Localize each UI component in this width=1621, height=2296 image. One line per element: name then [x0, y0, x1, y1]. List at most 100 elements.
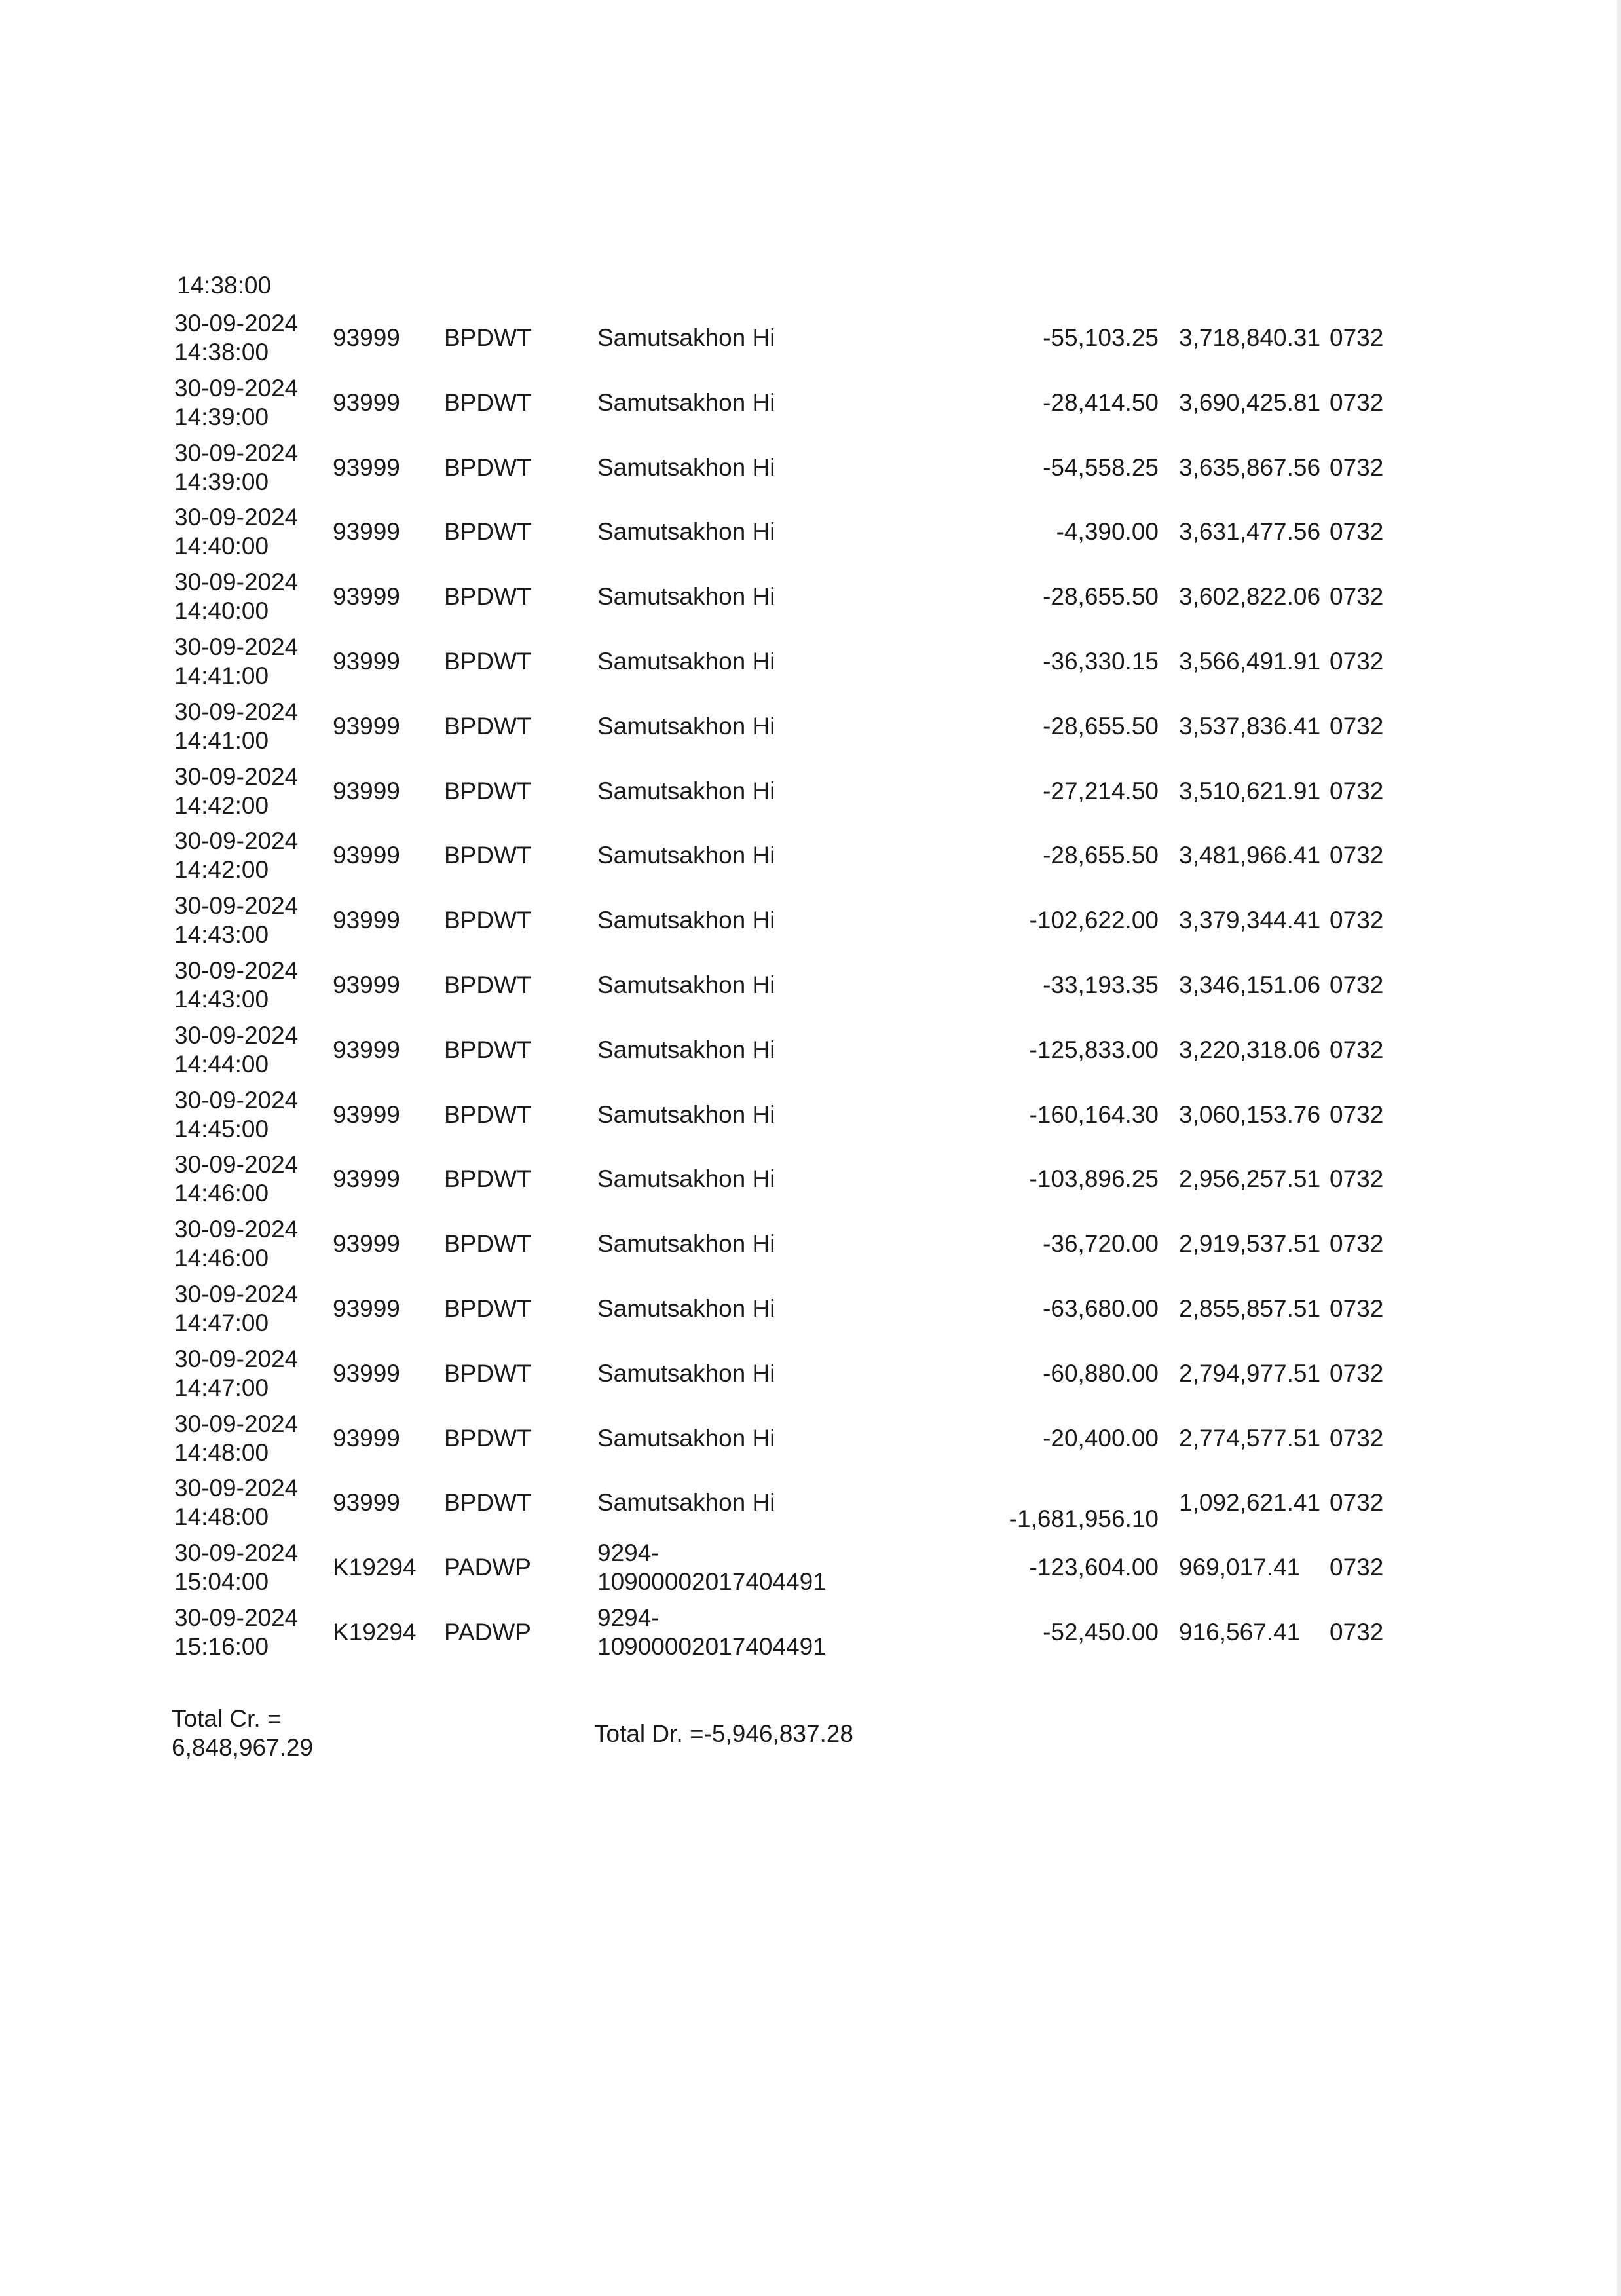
description-line: Samutsakhon Hi	[597, 1295, 775, 1322]
code-cell: 93999	[333, 971, 400, 998]
code-cell: 93999	[333, 712, 400, 740]
amount-cell: -28,655.50	[1043, 712, 1159, 740]
branch-cell: 0732	[1330, 777, 1384, 804]
date-time-cell: 30-09-2024 14:39:00	[174, 436, 298, 500]
balance-cell: 3,690,425.81	[1179, 388, 1321, 416]
branch-cell: 0732	[1330, 1554, 1384, 1581]
table-row: 30-09-2024 14:42:00 93999 BPDWT Samutsakhon …	[0, 759, 1621, 823]
date-time-cell: 30-09-2024 14:38:00	[174, 306, 298, 370]
table-row: 30-09-2024 14:43:00 93999 BPDWT Samutsakhon …	[0, 953, 1621, 1017]
page-edge	[1617, 0, 1621, 2296]
date: 30-09-2024	[174, 1539, 299, 1567]
date-time-cell: 30-09-2024 14:46:00	[174, 1212, 298, 1276]
time: 14:47:00	[174, 1374, 269, 1401]
code-cell: 93999	[333, 1489, 400, 1516]
description-line: Samutsakhon Hi	[597, 712, 775, 740]
description-cell: Samutsakhon Hi	[597, 888, 775, 952]
type-cell: BPDWT	[444, 453, 532, 481]
amount-cell: -54,558.25	[1043, 453, 1159, 481]
branch-cell: 0732	[1330, 388, 1384, 416]
description-cell: Samutsakhon Hi	[597, 565, 775, 629]
date-time-cell: 30-09-2024 14:46:00	[174, 1147, 298, 1211]
date: 30-09-2024	[174, 310, 299, 337]
date: 30-09-2024	[174, 827, 299, 855]
amount-cell: -33,193.35	[1043, 971, 1159, 998]
balance-cell: 2,794,977.51	[1179, 1359, 1321, 1387]
branch-cell: 0732	[1330, 1036, 1384, 1063]
date-time-cell: 30-09-2024 14:45:00	[174, 1083, 298, 1147]
description-line: 9294-	[597, 1604, 660, 1631]
date-time-cell: 30-09-2024 14:42:00	[174, 823, 298, 888]
branch-cell: 0732	[1330, 712, 1384, 740]
time: 14:40:00	[174, 533, 269, 560]
balance-cell: 3,346,151.06	[1179, 971, 1321, 998]
amount-cell: -102,622.00	[1029, 907, 1159, 934]
description-cell: Samutsakhon Hi	[597, 823, 775, 888]
code-cell: 93999	[333, 1424, 400, 1452]
table-row: 30-09-2024 14:38:00 93999 BPDWT Samutsakhon …	[0, 306, 1621, 370]
code-cell: 93999	[333, 453, 400, 481]
type-cell: BPDWT	[444, 648, 532, 675]
description-cell: Samutsakhon Hi	[597, 1406, 775, 1471]
date: 30-09-2024	[174, 1216, 299, 1243]
type-cell: BPDWT	[444, 1359, 532, 1387]
date-time-cell: 30-09-2024 14:41:00	[174, 630, 298, 694]
description-line: Samutsakhon Hi	[597, 324, 775, 351]
time: 14:43:00	[174, 986, 269, 1013]
date-time-cell: 30-09-2024 14:48:00	[174, 1471, 298, 1535]
branch-cell: 0732	[1330, 1230, 1384, 1258]
date-time-cell: 30-09-2024 14:40:00	[174, 565, 298, 629]
total-debit: Total Dr. =-5,946,837.28	[594, 1720, 853, 1747]
time: 14:38:00	[174, 339, 269, 366]
table-row: 30-09-2024 14:39:00 93999 BPDWT Samutsakhon …	[0, 371, 1621, 435]
type-cell: BPDWT	[444, 1230, 532, 1258]
time: 14:40:00	[174, 597, 269, 625]
type-cell: BPDWT	[444, 907, 532, 934]
time: 14:48:00	[174, 1439, 269, 1466]
balance-cell: 969,017.41	[1179, 1554, 1301, 1581]
date-time-cell: 30-09-2024 14:39:00	[174, 371, 298, 435]
branch-cell: 0732	[1330, 518, 1384, 546]
amount-cell: -123,604.00	[1029, 1554, 1159, 1581]
description-line: Samutsakhon Hi	[597, 1036, 775, 1063]
code-cell: 93999	[333, 1359, 400, 1387]
balance-cell: 2,956,257.51	[1179, 1165, 1321, 1193]
type-cell: PADWP	[444, 1619, 531, 1646]
table-row: 30-09-2024 14:39:00 93999 BPDWT Samutsakhon …	[0, 436, 1621, 500]
table-row: 30-09-2024 14:48:00 93999 BPDWT Samutsakhon …	[0, 1406, 1621, 1471]
description-cell: 9294- 10900002017404491	[597, 1535, 827, 1600]
description-cell: Samutsakhon Hi	[597, 1212, 775, 1276]
branch-cell: 0732	[1330, 453, 1384, 481]
carryover-time: 14:38:00	[177, 272, 272, 299]
amount-cell: -4,390.00	[1056, 518, 1159, 546]
time: 14:43:00	[174, 921, 269, 949]
date-time-cell: 30-09-2024 14:40:00	[174, 500, 298, 564]
date-time-cell: 30-09-2024 14:47:00	[174, 1342, 298, 1406]
description-cell: Samutsakhon Hi	[597, 694, 775, 759]
description-line: Samutsakhon Hi	[597, 777, 775, 804]
branch-cell: 0732	[1330, 583, 1384, 611]
balance-cell: 2,774,577.51	[1179, 1424, 1321, 1452]
table-row: 30-09-2024 14:43:00 93999 BPDWT Samutsakhon …	[0, 888, 1621, 952]
balance-cell: 2,919,537.51	[1179, 1230, 1321, 1258]
description-line: Samutsakhon Hi	[597, 842, 775, 869]
date: 30-09-2024	[174, 1475, 299, 1502]
balance-cell: 3,631,477.56	[1179, 518, 1321, 546]
code-cell: 93999	[333, 518, 400, 546]
description-cell: 9294- 10900002017404491	[597, 1600, 827, 1665]
time: 14:39:00	[174, 468, 269, 495]
date: 30-09-2024	[174, 1281, 299, 1308]
total-credit-value: 6,848,967.29	[172, 1734, 314, 1761]
date: 30-09-2024	[174, 1345, 299, 1372]
amount-cell: -60,880.00	[1043, 1359, 1159, 1387]
branch-cell: 0732	[1330, 1295, 1384, 1322]
amount-cell: -1,681,956.10	[1009, 1505, 1159, 1533]
amount-cell: -103,896.25	[1029, 1165, 1159, 1193]
balance-cell: 3,718,840.31	[1179, 324, 1321, 351]
table-row: 30-09-2024 14:42:00 93999 BPDWT Samutsakhon …	[0, 823, 1621, 888]
balance-cell: 3,566,491.91	[1179, 648, 1321, 675]
date: 30-09-2024	[174, 1151, 299, 1178]
description-line: 9294-	[597, 1539, 660, 1567]
date-time-cell: 30-09-2024 15:16:00	[174, 1600, 298, 1665]
description-line: Samutsakhon Hi	[597, 1424, 775, 1452]
